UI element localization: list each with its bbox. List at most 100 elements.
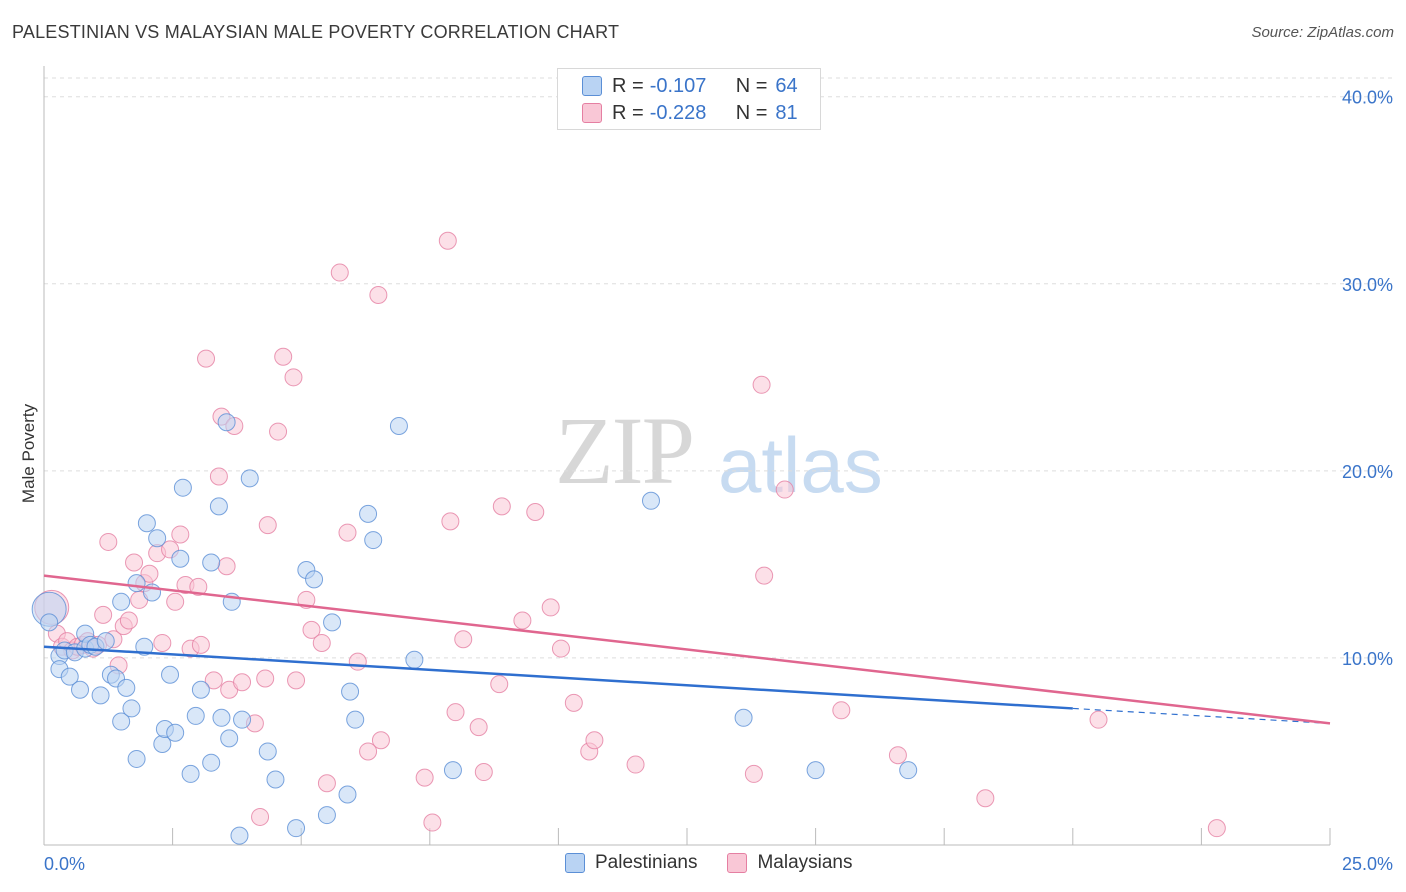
legend-label-malaysians: Malaysians [757,852,853,873]
palestinians-point [137,514,156,533]
palestinians-point [202,553,221,572]
malaysians-point [209,467,228,486]
palestinians-point [209,497,228,516]
palestinians-point [173,478,192,497]
malaysians-point [302,620,321,639]
palestinians-point [317,806,336,825]
palestinians-point [181,764,200,783]
malaysians-point [1089,710,1108,729]
watermark-zip: ZIP [555,397,695,504]
palestinians-legend-swatch [565,853,585,873]
malaysians-point [513,611,532,630]
palestinians-point [806,761,825,780]
malaysians-point [94,605,113,624]
n-value: 81 [775,101,798,124]
legend-item-malaysians[interactable]: Malaysians [727,852,853,874]
malaysians-point [99,532,118,551]
palestinians-point [230,826,249,845]
malaysians-point [415,768,434,787]
palestinians-point [346,710,365,729]
palestinians-point [258,742,277,761]
malaysians-point [125,553,144,572]
malaysians-point [284,368,303,387]
y-tick-label: 40.0% [1342,88,1393,108]
legend-label-palestinians: Palestinians [595,852,698,873]
palestinians-point [40,613,59,632]
palestinians-point [233,710,252,729]
watermark-atlas: atlas [718,421,883,509]
y-axis-label: Male Poverty [19,403,38,503]
palestinians-point [240,469,259,488]
malaysians-point [371,731,390,750]
malaysians-point [189,577,208,596]
chart-title: PALESTINIAN VS MALAYSIAN MALE POVERTY CO… [12,22,620,42]
malaysians-point [369,286,388,305]
malaysians-point [287,671,306,690]
legend-item-palestinians[interactable]: Palestinians [565,852,697,874]
r-value: -0.107 [649,74,707,97]
malaysians-point [274,347,293,366]
r-label: R = [612,74,644,97]
stats-row-malaysians: R = -0.228 N = 81 [582,100,798,126]
malaysians-point [338,523,357,542]
malaysians-point [755,566,774,585]
palestinians-point [117,678,136,697]
malaysians-point [217,557,236,576]
palestinians-point [359,504,378,523]
palestinians-point [191,680,210,699]
malaysians-point [551,639,570,658]
r-label: R = [612,101,644,124]
palestinians-point [186,706,205,725]
source-label: Source: ZipAtlas.com [1251,24,1394,41]
malaysians-point [1207,819,1226,838]
palestinians-trendline-extension [1072,707,1331,725]
malaysians-point [204,671,223,690]
palestinians-point [71,680,90,699]
palestinians-point [217,413,236,432]
malaysians-legend-swatch [727,853,748,873]
stats-row-palestinians: R = -0.107 N = 64 [582,73,798,99]
malaysians-point [251,807,270,826]
palestinians-point [122,699,141,718]
malaysians-point [775,480,794,499]
palestinians-point [305,570,324,589]
malaysians-point [526,503,545,522]
malaysians-point [330,263,349,282]
y-tick-label: 30.0% [1342,275,1393,295]
palestinians-point [135,637,154,656]
palestinians-point [202,753,221,772]
malaysians-point [441,512,460,531]
malaysians-point [256,669,275,688]
malaysians-point [832,701,851,720]
x-tick-label: 25.0% [1342,854,1393,874]
r-value: -0.228 [649,101,707,124]
palestinians-point [161,665,180,684]
palestinians-trendline [43,645,1073,710]
malaysians-point [312,633,331,652]
malaysians-point [171,525,190,544]
palestinians-point [91,686,110,705]
palestinians-point [899,761,918,780]
palestinians-point [212,708,231,727]
malaysians-point [269,422,288,441]
palestinians-point [287,819,306,838]
palestinians-point [112,592,131,611]
palestinians-point [323,613,342,632]
malaysians-point [490,675,509,694]
palestinians-point [127,749,146,768]
malaysians-point [317,774,336,793]
palestinians-point [338,785,357,804]
malaysians-swatch [582,103,602,123]
malaysians-point [191,635,210,654]
x-tick-label: 0.0% [44,854,85,874]
palestinians-point [389,416,408,435]
malaysians-point [744,764,763,783]
malaysians-point [153,633,172,652]
malaysians-point [976,789,995,808]
malaysians-point [438,231,457,250]
malaysians-point [197,349,216,368]
palestinians-point [266,770,285,789]
malaysians-point [626,755,645,774]
palestinians-point [443,761,462,780]
